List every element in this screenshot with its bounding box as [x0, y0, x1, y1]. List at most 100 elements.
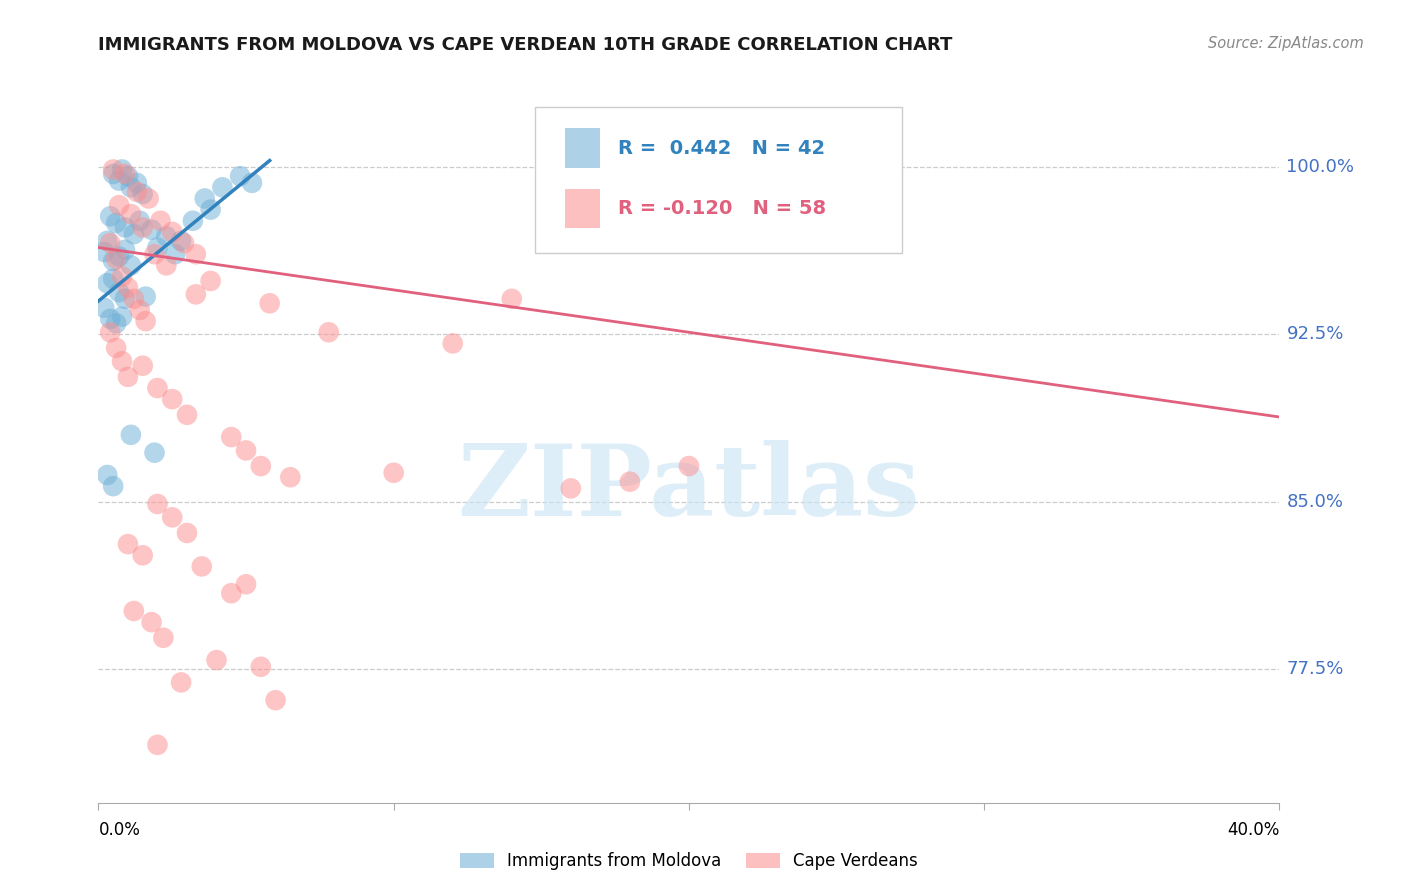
- Point: [240, 176, 263, 190]
- Point: [105, 216, 128, 230]
- Point: [211, 180, 233, 194]
- Point: [146, 497, 169, 511]
- Point: [146, 240, 169, 254]
- Point: [96, 234, 118, 248]
- Point: [103, 162, 125, 177]
- Point: [132, 548, 155, 562]
- Point: [143, 247, 166, 261]
- Text: ZIPatlas: ZIPatlas: [458, 441, 920, 537]
- Point: [259, 296, 281, 310]
- Point: [105, 341, 128, 355]
- Text: 77.5%: 77.5%: [1286, 660, 1344, 678]
- Point: [200, 202, 222, 217]
- Point: [191, 559, 214, 574]
- Point: [98, 209, 121, 223]
- Point: [441, 336, 464, 351]
- Point: [132, 220, 155, 235]
- Point: [128, 213, 150, 227]
- Point: [120, 180, 142, 194]
- Point: [678, 458, 700, 473]
- Point: [98, 325, 121, 339]
- Point: [235, 443, 257, 458]
- Point: [135, 314, 157, 328]
- Point: [122, 604, 145, 618]
- Point: [155, 258, 177, 272]
- Point: [98, 311, 121, 326]
- Point: [184, 287, 207, 301]
- Point: [105, 316, 128, 330]
- Point: [141, 222, 163, 236]
- Point: [120, 427, 142, 442]
- Point: [96, 467, 118, 482]
- Point: [155, 229, 177, 244]
- Point: [162, 392, 183, 406]
- Point: [108, 198, 131, 212]
- Text: 40.0%: 40.0%: [1227, 821, 1279, 838]
- Point: [146, 381, 169, 395]
- Point: [560, 481, 582, 495]
- Point: [108, 285, 131, 299]
- Point: [103, 479, 125, 493]
- Point: [120, 207, 142, 221]
- Point: [181, 213, 204, 227]
- Point: [117, 369, 139, 384]
- Point: [93, 244, 115, 259]
- Point: [111, 269, 134, 284]
- Point: [250, 458, 273, 473]
- Point: [114, 167, 136, 181]
- Point: [105, 252, 128, 266]
- Point: [229, 169, 252, 183]
- FancyBboxPatch shape: [536, 107, 901, 253]
- Point: [278, 470, 302, 484]
- FancyBboxPatch shape: [565, 189, 600, 228]
- Text: 92.5%: 92.5%: [1286, 326, 1344, 343]
- Point: [114, 292, 136, 306]
- Point: [146, 738, 169, 752]
- Point: [176, 525, 198, 540]
- Text: Source: ZipAtlas.com: Source: ZipAtlas.com: [1208, 36, 1364, 51]
- Point: [152, 631, 174, 645]
- Point: [205, 653, 228, 667]
- Point: [128, 302, 150, 317]
- Point: [264, 693, 287, 707]
- Point: [219, 430, 242, 444]
- Point: [117, 537, 139, 551]
- Point: [120, 258, 142, 272]
- Point: [184, 247, 207, 261]
- Point: [194, 191, 217, 205]
- Point: [111, 310, 134, 324]
- Point: [103, 167, 125, 181]
- Point: [138, 191, 160, 205]
- Point: [141, 615, 163, 629]
- Point: [122, 227, 145, 241]
- Text: 0.0%: 0.0%: [98, 821, 141, 838]
- Text: IMMIGRANTS FROM MOLDOVA VS CAPE VERDEAN 10TH GRADE CORRELATION CHART: IMMIGRANTS FROM MOLDOVA VS CAPE VERDEAN …: [98, 36, 953, 54]
- Point: [619, 475, 641, 489]
- Point: [162, 225, 183, 239]
- Point: [250, 659, 273, 673]
- Point: [132, 359, 155, 373]
- Text: R =  0.442   N = 42: R = 0.442 N = 42: [619, 138, 825, 158]
- Point: [165, 247, 187, 261]
- Point: [98, 235, 121, 250]
- Point: [125, 176, 148, 190]
- Point: [135, 289, 157, 303]
- Point: [117, 280, 139, 294]
- Point: [122, 292, 145, 306]
- Point: [125, 185, 148, 199]
- Point: [132, 186, 155, 201]
- Point: [108, 249, 131, 263]
- Legend: Immigrants from Moldova, Cape Verdeans: Immigrants from Moldova, Cape Verdeans: [454, 846, 924, 877]
- Point: [501, 292, 523, 306]
- Point: [114, 220, 136, 235]
- Point: [219, 586, 242, 600]
- Point: [114, 243, 136, 257]
- Point: [318, 325, 340, 339]
- Point: [382, 466, 405, 480]
- Text: R = -0.120   N = 58: R = -0.120 N = 58: [619, 199, 827, 219]
- Point: [170, 675, 193, 690]
- Point: [93, 301, 115, 315]
- Point: [103, 271, 125, 285]
- Point: [162, 510, 183, 524]
- Text: 85.0%: 85.0%: [1286, 492, 1344, 511]
